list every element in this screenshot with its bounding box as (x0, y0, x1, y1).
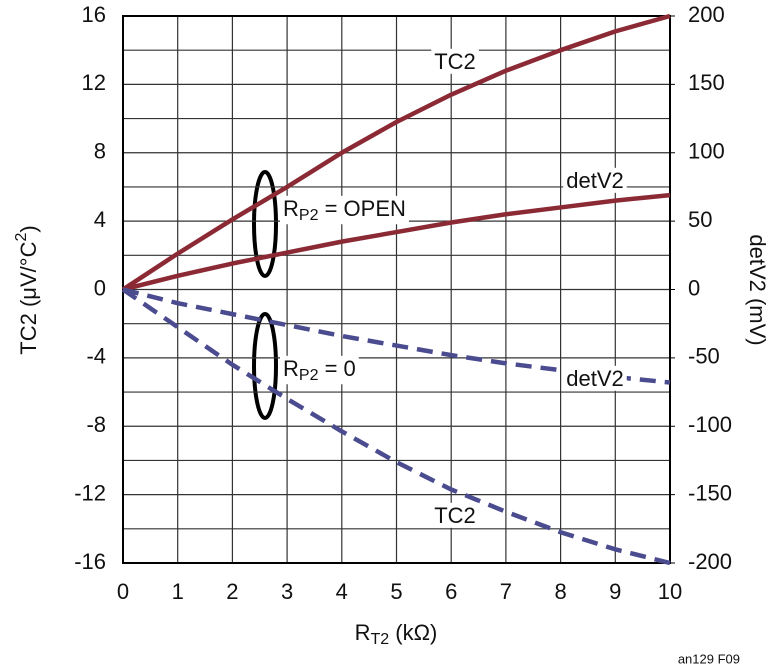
y2-tick-label: 200 (688, 2, 725, 27)
label-bg (280, 355, 359, 385)
y-axis-title-text: TC2 (μV/°C (16, 241, 41, 354)
label-bg (563, 365, 627, 391)
x-tick-label: 9 (609, 579, 621, 604)
series-label: TC2 (434, 503, 476, 528)
y-axis-title: TC2 (μV/°C2) (13, 225, 41, 354)
label-bg (280, 195, 409, 225)
y2-tick-label: -100 (688, 412, 732, 437)
x-tick-label: 2 (226, 579, 238, 604)
x-tick-label: 5 (390, 579, 402, 604)
annotation-text: R (283, 196, 299, 221)
annotation: RP2 = 0 (283, 356, 356, 384)
x-axis-title: RT2 (kΩ) (355, 620, 438, 648)
y2-tick-label: 0 (688, 275, 700, 300)
annotation-sub: P2 (299, 367, 319, 384)
series-label: detV2 (566, 366, 624, 391)
y-tick-label: -16 (74, 549, 106, 574)
x-axis-title-sub: T2 (371, 631, 390, 648)
x-tick-label: 8 (554, 579, 566, 604)
series-label: detV2 (566, 168, 624, 193)
label-bg (563, 167, 627, 193)
group-ellipse (252, 312, 278, 420)
label-bg (431, 48, 479, 74)
x-tick-label: 10 (658, 579, 682, 604)
y2-tick-label: 150 (688, 70, 725, 95)
series-line (122, 192, 671, 292)
x-axis-title-text: R (355, 620, 371, 645)
y2-tick-label: -200 (688, 549, 732, 574)
annotation: RP2 = OPEN (283, 196, 406, 224)
annotation-rest: = OPEN (318, 196, 405, 221)
y2-tick-label: 50 (688, 207, 712, 232)
y-tick-label: 4 (94, 207, 106, 232)
annotation-text: R (283, 356, 299, 381)
y-tick-label: 12 (82, 70, 106, 95)
y-tick-label: -4 (86, 344, 106, 369)
y2-tick-label: -150 (688, 480, 732, 505)
x-tick-label: 4 (336, 579, 348, 604)
x-tick-label: 1 (172, 579, 184, 604)
y-tick-label: 16 (82, 2, 106, 27)
y2-tick-label: 100 (688, 139, 725, 164)
y-tick-label: 0 (94, 275, 106, 300)
x-tick-label: 6 (445, 579, 457, 604)
y-tick-label: -8 (86, 412, 106, 437)
label-bg (431, 502, 479, 528)
y-tick-label: 8 (94, 139, 106, 164)
series-line (121, 287, 671, 566)
annotation-sub: P2 (299, 207, 319, 224)
y2-axis-title: detV2 (mV) (745, 234, 770, 345)
y-axis-title-sup: 2 (13, 233, 30, 242)
x-tick-label: 0 (117, 579, 129, 604)
series-label: TC2 (434, 49, 476, 74)
x-axis-title-rest: (kΩ) (389, 620, 437, 645)
x-tick-label: 7 (500, 579, 512, 604)
series-line (121, 13, 671, 292)
annotation-rest: = 0 (318, 356, 355, 381)
group-ellipse (252, 170, 278, 278)
y-tick-label: -12 (74, 480, 106, 505)
x-tick-label: 3 (281, 579, 293, 604)
y2-tick-label: -50 (688, 344, 720, 369)
y-axis-title-rest: ) (16, 225, 41, 232)
footnote: an129 F09 (678, 651, 740, 666)
